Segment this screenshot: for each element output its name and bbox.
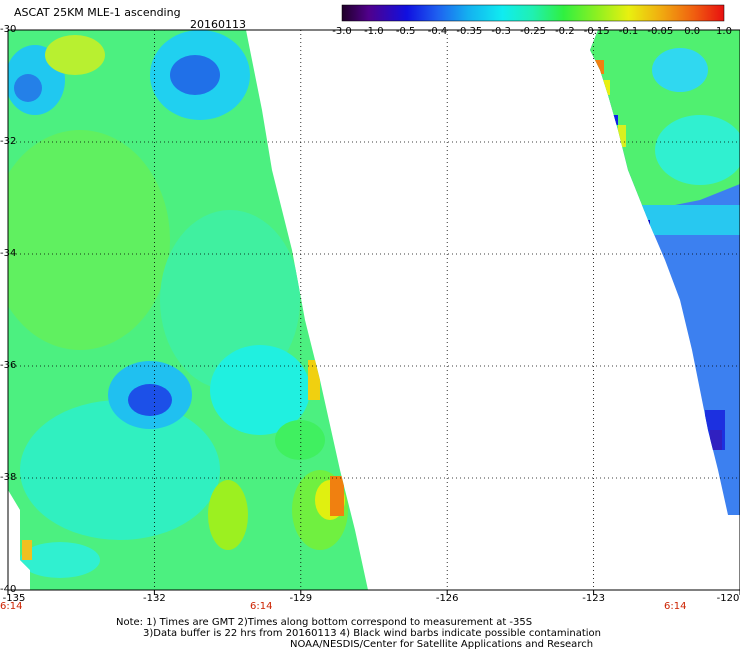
- time-label-left: 6:14: [0, 601, 23, 612]
- colorbar-tick-label: -3.0: [332, 26, 352, 37]
- colorbar-tick-label: -0.5: [395, 26, 416, 37]
- footer-note-3: NOAA/NESDIS/Center for Satellite Applica…: [290, 639, 594, 650]
- colorbar-tick-label: -0.15: [583, 26, 610, 37]
- map-title: ASCAT 25KM MLE-1 ascending: [14, 6, 181, 19]
- lat-tick-label: -30: [0, 24, 17, 35]
- footer-note-2: 3)Data buffer is 22 hrs from 20160113 4)…: [143, 628, 601, 639]
- lat-tick-label: -36: [0, 360, 17, 371]
- lon-tick-label: -129: [289, 593, 313, 604]
- lat-tick-label: -38: [0, 472, 17, 483]
- lat-tick-label: -34: [0, 248, 17, 259]
- colorbar-tick-label: -0.05: [647, 26, 674, 37]
- colorbar-tick-label: -0.2: [555, 26, 575, 37]
- colorbar: [341, 4, 725, 22]
- lon-tick-label: -120: [716, 593, 740, 604]
- colorbar-tick-label: -0.35: [456, 26, 483, 37]
- footer-note-1: Note: 1) Times are GMT 2)Times along bot…: [116, 617, 533, 628]
- graticule: [8, 30, 740, 590]
- colorbar-tick-label: -0.4: [427, 26, 448, 37]
- map-date: 20160113: [190, 18, 246, 31]
- time-label-right: 6:14: [664, 601, 687, 612]
- axis-ticks: [7, 590, 740, 595]
- colorbar-tick-label: -0.3: [491, 26, 511, 37]
- right-swath: [590, 30, 740, 515]
- colorbar-tick-label: -0.1: [618, 26, 639, 37]
- lon-tick-label: -132: [143, 593, 166, 604]
- colorbar-tick-label: -1.0: [364, 26, 384, 37]
- colorbar-tick-label: 0.0: [684, 26, 701, 37]
- lon-tick-label: -123: [582, 593, 605, 604]
- time-label-middle: 6:14: [250, 601, 273, 612]
- lon-tick-label: -135: [2, 593, 26, 604]
- lon-tick-label: -126: [435, 593, 459, 604]
- colorbar-tick-label: -0.25: [520, 26, 546, 37]
- colorbar-tick-label: 1.0: [716, 26, 732, 37]
- lat-tick-label: -40: [0, 584, 17, 595]
- left-swath: [8, 30, 368, 590]
- lat-tick-label: -32: [0, 136, 17, 147]
